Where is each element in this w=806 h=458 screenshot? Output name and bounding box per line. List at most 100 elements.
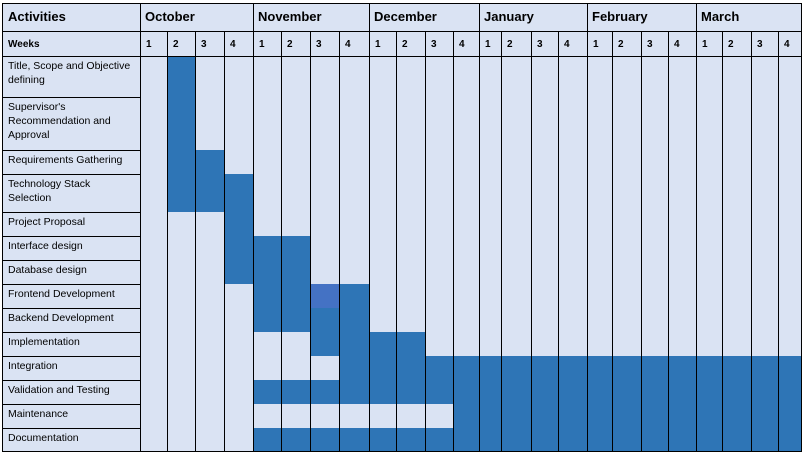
activity-label: Supervisor's Recommendation and Approval (8, 101, 111, 141)
activity-label-line: Technology Stack (8, 178, 91, 190)
gantt-bar (668, 356, 696, 380)
activity-label-line: Supervisor's (8, 101, 65, 113)
gantt-bar (310, 428, 339, 452)
gantt-bar (369, 356, 396, 380)
activity-label: Technology Stack Selection (8, 178, 91, 204)
gantt-bar (641, 380, 668, 404)
activity-label: Title, Scope and Objective defining (8, 60, 130, 86)
activity-label-line: Project Proposal (8, 216, 85, 228)
gantt-bar (722, 428, 751, 452)
gantt-bar (224, 260, 253, 284)
gantt-bar (425, 428, 453, 452)
week-label: 3 (201, 39, 207, 50)
activity-label: Integration (8, 360, 58, 372)
week-label: 3 (431, 39, 437, 50)
activity-label: Database design (8, 264, 87, 276)
gantt-bar (558, 380, 587, 404)
gantt-bar (167, 56, 195, 97)
activity-label-line: Implementation (8, 336, 80, 348)
week-label: 3 (757, 39, 763, 50)
gantt-bar (612, 380, 641, 404)
gantt-bar (310, 380, 339, 404)
gantt-bar (501, 428, 531, 452)
gantt-bar (641, 356, 668, 380)
activity-label-line: Integration (8, 360, 58, 372)
gantt-bar (167, 97, 195, 150)
activity-label: Backend Development (8, 312, 114, 324)
gantt-bar (696, 356, 722, 380)
gantt-bar (281, 308, 310, 332)
gantt-bar (224, 212, 253, 236)
week-label: 4 (564, 39, 570, 50)
gantt-bar (587, 356, 612, 380)
gantt-bar (339, 284, 369, 308)
gantt-bar (722, 404, 751, 428)
gantt-bar (281, 236, 310, 260)
gantt-bar (531, 404, 558, 428)
gantt-bar (281, 380, 310, 404)
activity-label-line: Approval (8, 129, 49, 141)
month-label: January (484, 9, 535, 24)
month-label: February (592, 9, 648, 24)
gantt-bar (253, 284, 281, 308)
gantt-bar (778, 380, 802, 404)
gantt-bar (751, 380, 778, 404)
gantt-bar (396, 332, 425, 356)
gantt-bar (453, 356, 479, 380)
week-label: 4 (345, 39, 351, 50)
gantt-bar (479, 404, 501, 428)
gantt-bar (339, 428, 369, 452)
activities-header: Activities (8, 9, 66, 24)
gantt-bar (751, 428, 778, 452)
gantt-bar (339, 356, 369, 380)
gantt-bar (339, 308, 369, 332)
activity-label-line: Selection (8, 192, 51, 204)
week-label: 1 (702, 39, 708, 50)
activity-label-line: Validation and Testing (8, 384, 110, 396)
week-label: 4 (674, 39, 680, 50)
gantt-bar (778, 404, 802, 428)
activity-label-line: Interface design (8, 240, 83, 252)
gantt-bar (668, 404, 696, 428)
gantt-bar (612, 428, 641, 452)
activity-label: Requirements Gathering (8, 154, 123, 166)
month-label: October (145, 9, 195, 24)
gantt-bar (310, 332, 339, 356)
gantt-bar (751, 356, 778, 380)
week-label: 2 (173, 39, 179, 50)
gantt-bar (501, 380, 531, 404)
activity-label: Documentation (8, 432, 79, 444)
month-label: March (701, 9, 739, 24)
gantt-bar (479, 380, 501, 404)
month-label: December (374, 9, 437, 24)
gantt-bar (587, 404, 612, 428)
gantt-bar (587, 428, 612, 452)
week-label: 3 (316, 39, 322, 50)
gantt-bar (778, 428, 802, 452)
gantt-bar (253, 236, 281, 260)
gantt-bar (587, 380, 612, 404)
activity-label: Interface design (8, 240, 83, 252)
gantt-bar (558, 428, 587, 452)
gantt-bar (531, 380, 558, 404)
week-label: 2 (728, 39, 734, 50)
activity-label-line: Maintenance (8, 408, 68, 420)
gantt-bar (396, 356, 425, 380)
gantt-bar (310, 308, 339, 332)
week-label: 2 (618, 39, 624, 50)
gantt-bar (310, 284, 339, 308)
week-label: 2 (402, 39, 408, 50)
gantt-bar (696, 428, 722, 452)
table-border (2, 3, 802, 452)
bars (167, 56, 802, 452)
gantt-bar (281, 260, 310, 284)
gantt-bar (751, 404, 778, 428)
gantt-bar (425, 356, 453, 380)
gantt-bar (453, 404, 479, 428)
gantt-bar (253, 308, 281, 332)
week-label: 4 (230, 39, 236, 50)
gantt-bar (531, 356, 558, 380)
week-label: 2 (507, 39, 513, 50)
activity-label-line: Documentation (8, 432, 79, 444)
gantt-bar (369, 380, 396, 404)
